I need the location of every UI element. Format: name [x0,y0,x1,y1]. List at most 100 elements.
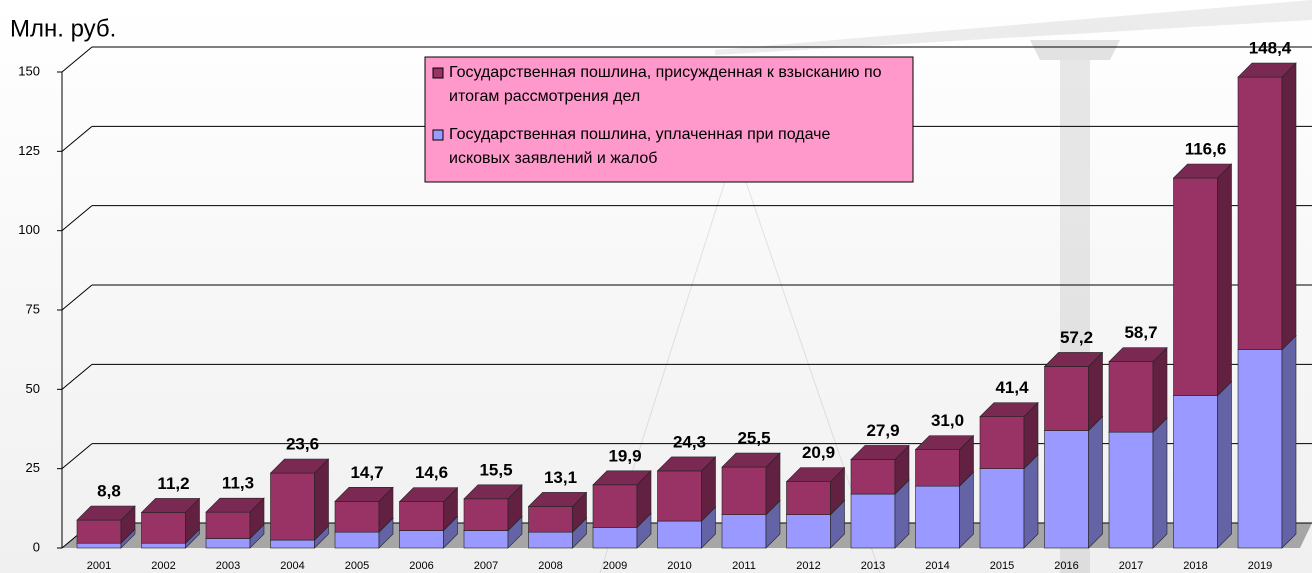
bar-segment [786,481,831,515]
bar-top [1172,163,1233,179]
grid-line [61,443,93,470]
total-label: 14,7 [350,463,383,482]
bar-segment [592,484,638,528]
bar-segment [1108,361,1154,433]
bar-top [1108,347,1168,363]
bar-side [1281,62,1297,351]
y-tick-label: 25 [26,460,40,475]
bar-segment [528,506,573,533]
bar-side [1217,380,1232,549]
x-tick-label: 2002 [151,560,175,572]
bar-top [463,484,523,500]
total-label: 11,2 [157,474,189,493]
x-tick-label: 2004 [280,560,304,572]
bar-segment [334,501,380,533]
bar-segment [270,539,315,549]
bar-segment [850,493,896,549]
bar-top [205,497,265,513]
bar-segment [463,498,509,531]
x-tick-label: 2008 [538,560,562,572]
bar-segment [915,485,960,549]
bar-segment [915,449,960,487]
bar-top [334,487,394,502]
x-tick-label: 2005 [345,560,369,572]
y-tick-label: 125 [18,143,40,158]
bar-segment [205,511,251,539]
total-label: 11,3 [222,474,254,493]
x-tick-label: 2007 [474,560,498,572]
total-label: 24,3 [673,432,706,451]
y-tick-label: 100 [18,222,40,237]
total-label: 20,9 [802,443,835,462]
grid-line [61,284,93,311]
bar-side [1023,453,1039,549]
grid-line [61,205,93,232]
bar-top [527,492,588,507]
legend-box [424,56,914,183]
bar-top [1237,62,1297,78]
bar-top [979,402,1039,417]
bar-segment [141,542,186,549]
total-label: 8,8 [97,482,121,501]
legend-swatch [432,129,444,141]
bar-segment [1173,177,1218,396]
x-tick-label: 2003 [216,560,240,572]
bar-segment [1044,430,1089,549]
bar-segment [270,472,315,541]
y-tick-label: 75 [26,301,40,316]
bar-segment [399,530,444,549]
bar-top [785,467,846,482]
total-label: 58,7 [1124,323,1157,342]
bar-top [269,458,330,474]
bar-segment [76,519,122,544]
x-tick-label: 2013 [861,560,885,572]
bar-side [1152,417,1168,549]
x-tick-label: 2010 [667,560,691,572]
bar-top [76,505,136,521]
bar-segment [721,466,767,515]
chart-title: Млн. руб. [10,15,116,42]
bar-segment [141,512,186,544]
total-label: 13,1 [544,468,577,487]
x-tick-label: 2015 [990,560,1014,572]
grid-line [61,363,93,390]
total-label: 14,6 [415,463,448,482]
bar-segment [1173,395,1218,549]
bar-top [914,435,975,450]
total-label: 25,5 [737,429,770,448]
bar-top [721,452,781,468]
bar-segment [786,514,831,549]
total-label: 116,6 [1185,139,1227,158]
bar-top [398,487,459,502]
bar-top [592,470,652,486]
legend-label: Государственная пошлина, присужденная к … [449,64,882,105]
total-label: 57,2 [1060,328,1093,347]
legend-swatch [432,67,444,79]
x-tick-label: 2019 [1248,560,1272,572]
x-tick-label: 2017 [1119,560,1143,572]
total-label: 31,0 [931,411,964,430]
bar-segment [205,538,251,549]
bar-top [656,456,717,472]
total-label: 148,4 [1249,39,1292,58]
legend-label: Государственная пошлина, уплаченная при … [449,126,830,167]
y-tick-label: 50 [26,381,40,396]
x-tick-label: 2009 [603,560,627,572]
bar-side [1217,163,1232,397]
bar-segment [399,501,444,531]
y-tick-label: 0 [33,539,40,554]
bar-segment [76,542,122,549]
grid-line [61,125,93,152]
total-label: 27,9 [866,421,899,440]
x-tick-label: 2018 [1183,560,1207,572]
bar-segment [592,527,638,549]
x-tick-label: 2014 [925,560,949,572]
bar-segment [528,531,573,549]
grid-line [61,46,93,73]
bar-segment [463,530,509,549]
x-tick-label: 2006 [409,560,433,572]
x-tick-label: 2001 [87,560,111,572]
bar-top [1043,352,1104,367]
bar-segment [657,470,702,522]
